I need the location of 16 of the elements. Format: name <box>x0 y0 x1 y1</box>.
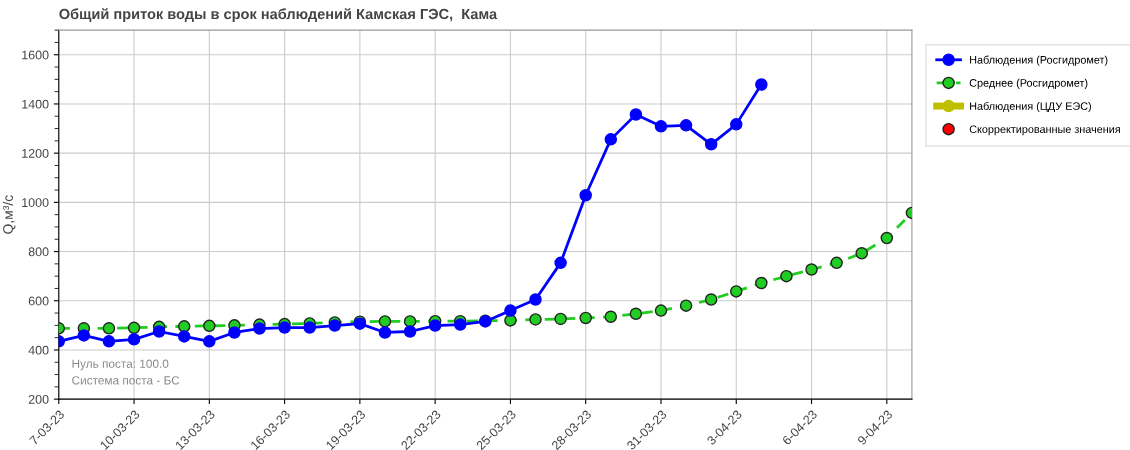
chart-title: Общий приток воды в срок наблюдений Камская ГЭС, Кама <box>59 8 498 23</box>
y-axis-title: Q,м³/с <box>2 195 16 234</box>
annotation: Система поста - БС <box>72 376 180 385</box>
y-tick-label: 1200 <box>22 148 49 158</box>
y-tick-label: 800 <box>28 247 49 257</box>
y-tick-label: 600 <box>28 296 49 306</box>
annotation: Нуль поста: 100.0 <box>72 359 169 371</box>
y-tick-label: 1600 <box>22 50 49 60</box>
legend-label: Наблюдения (Росгидромет) <box>970 55 1108 66</box>
y-tick-label: 400 <box>28 345 49 355</box>
y-tick-label: 200 <box>28 394 49 404</box>
y-tick-label: 1400 <box>22 99 49 109</box>
legend-label: Среднее (Росгидромет) <box>969 78 1088 89</box>
legend-label: Скорректированные значения <box>969 125 1120 136</box>
y-tick-label: 1000 <box>22 198 49 207</box>
legend-label: Наблюдения (ЦДУ ЕЭС) <box>970 101 1091 113</box>
